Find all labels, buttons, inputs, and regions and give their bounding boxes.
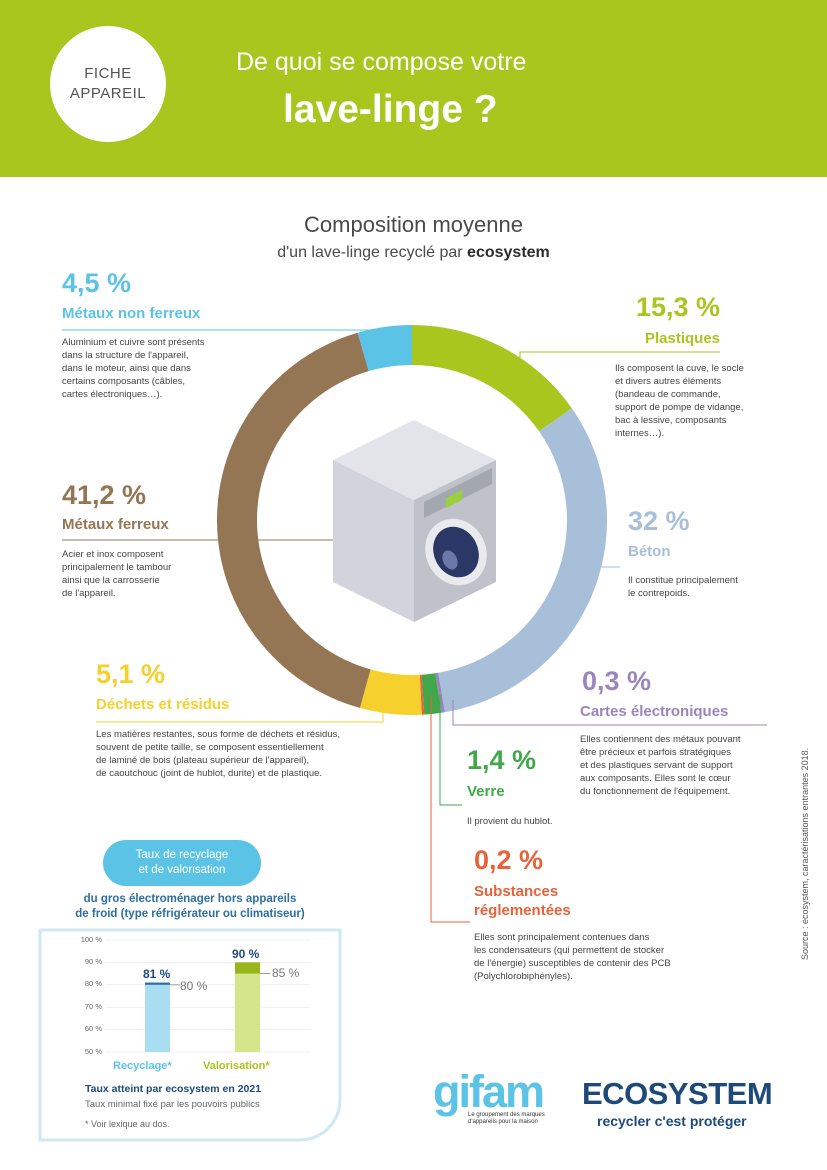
- ecosystem-tagline: recycler c'est protéger: [597, 1113, 747, 1129]
- desc-cartes: Elles contiennent des métaux pouvant être…: [580, 734, 741, 797]
- washing-machine-icon: [333, 420, 496, 622]
- desc-beton: Il constitue principalement le contrepoid…: [628, 575, 738, 599]
- leader-substances: [430, 695, 470, 923]
- pct-verre: 1,4 %: [467, 745, 537, 775]
- badge-line1: FICHE: [84, 65, 132, 82]
- pct-substances: 0,2 %: [474, 845, 544, 875]
- title-line1: De quoi se compose votre: [236, 48, 527, 76]
- pct-dechets: 5,1 %: [96, 659, 166, 689]
- slice-metaux-non-ferreux: [357, 325, 412, 372]
- x-label-recyclage: Recyclage*: [113, 1060, 172, 1072]
- y-tick-80: 80 %: [84, 979, 102, 988]
- label-metaux-ferreux: Métaux ferreux: [62, 516, 169, 533]
- label-cartes: Cartes électroniques: [580, 703, 729, 720]
- pct-metaux-non-ferreux: 4,5 %: [62, 268, 132, 298]
- bar-recyclage-actual: [145, 982, 170, 985]
- label-verre: Verre: [467, 783, 505, 800]
- y-tick-50: 50 %: [84, 1047, 102, 1056]
- rate-bar-chart: [38, 928, 342, 1142]
- y-tick-90: 90 %: [84, 957, 102, 966]
- leader-verre: [439, 695, 462, 806]
- slice-plastiques: [412, 325, 572, 432]
- bar-valorisation-actual: [235, 962, 260, 974]
- desc-plastiques: Ils composent la cuve, le socle et divers…: [615, 363, 744, 439]
- leader-metaux-non-ferreux: [62, 329, 381, 345]
- donut-chart: [216, 325, 607, 715]
- chart-subtitle-brand: ecosystem: [467, 244, 550, 261]
- gifam-tagline: Le groupement des marques d'appareils po…: [468, 1112, 545, 1125]
- label-substances: Substances réglementées: [474, 883, 571, 919]
- label-dechets: Déchets et résidus: [96, 696, 230, 713]
- desc-metaux-non-ferreux: Aluminium et cuivre sont présents dans la…: [62, 337, 205, 400]
- leader-dechets: [96, 712, 384, 723]
- recyclage-actual: 81 %: [143, 967, 171, 981]
- slice-cartes: [435, 672, 445, 713]
- rate-title: du gros électroménager hors appareils de …: [75, 893, 305, 920]
- legend-actual: Taux atteint par ecosystem en 2021: [85, 1083, 262, 1095]
- chart-subtitle: d'un lave-linge recyclé par ecosystem: [0, 244, 827, 262]
- desc-metaux-ferreux: Acier et inox composent principalement le…: [62, 549, 172, 599]
- leader-lines: [62, 329, 767, 923]
- source-note: Source : ecosystem, caractérisations ent…: [800, 747, 810, 960]
- ecosystem-logo: ECOSYSTEM: [582, 1076, 773, 1111]
- recyclage-min: 80 %: [180, 979, 208, 993]
- legend-min: Taux minimal fixé par les pouvoirs publi…: [85, 1099, 260, 1110]
- bar-valorisation: [235, 962, 260, 1052]
- slice-dechets: [359, 669, 422, 715]
- chart-title: Composition moyenne: [304, 212, 523, 237]
- bar-recyclage: [145, 982, 170, 1052]
- y-tick-60: 60 %: [84, 1024, 102, 1033]
- rate-frame: [38, 928, 342, 1142]
- pct-metaux-ferreux: 41,2 %: [62, 480, 147, 510]
- footnote: * Voir lexique au dos.: [85, 1119, 170, 1129]
- valorisation-min: 85 %: [272, 966, 300, 980]
- desc-verre: Il provient du hublot.: [467, 816, 553, 827]
- desc-substances: Elles sont principalement contenues dans…: [474, 932, 671, 982]
- fiche-badge: FICHE APPAREIL: [50, 26, 166, 142]
- pct-cartes: 0,3 %: [582, 666, 652, 696]
- y-tick-70: 70 %: [84, 1002, 102, 1011]
- valorisation-actual: 90 %: [232, 947, 260, 961]
- y-tick-100: 100 %: [80, 935, 102, 944]
- rate-pill-line2: et de valorisation: [138, 864, 226, 876]
- label-beton: Béton: [628, 543, 671, 560]
- slice-substances: [419, 674, 425, 715]
- desc-dechets: Les matières restantes, sous forme de dé…: [96, 729, 340, 779]
- chart-subtitle-prefix: d'un lave-linge recyclé par: [277, 244, 468, 261]
- x-label-valorisation: Valorisation*: [203, 1060, 270, 1072]
- header-banner: FICHE APPAREIL De quoi se compose votre …: [0, 0, 827, 177]
- label-metaux-non-ferreux: Métaux non ferreux: [62, 305, 201, 322]
- badge-line2: APPAREIL: [69, 85, 147, 102]
- rate-pill: Taux de recyclage et de valorisation: [103, 840, 261, 886]
- leader-plastiques: [519, 351, 720, 370]
- rate-pill-line1: Taux de recyclage: [135, 849, 229, 861]
- slice-beton: [438, 408, 607, 713]
- pct-beton: 32 %: [628, 506, 690, 536]
- pct-plastiques: 15,3 %: [635, 292, 720, 322]
- gifam-logo: gifam: [433, 1066, 545, 1117]
- leader-cartes: [452, 700, 767, 726]
- slice-metaux-ferreux: [216, 332, 371, 708]
- slice-verre: [421, 673, 442, 715]
- label-plastiques: Plastiques: [644, 330, 720, 347]
- title-line2: lave-linge ?: [283, 88, 498, 131]
